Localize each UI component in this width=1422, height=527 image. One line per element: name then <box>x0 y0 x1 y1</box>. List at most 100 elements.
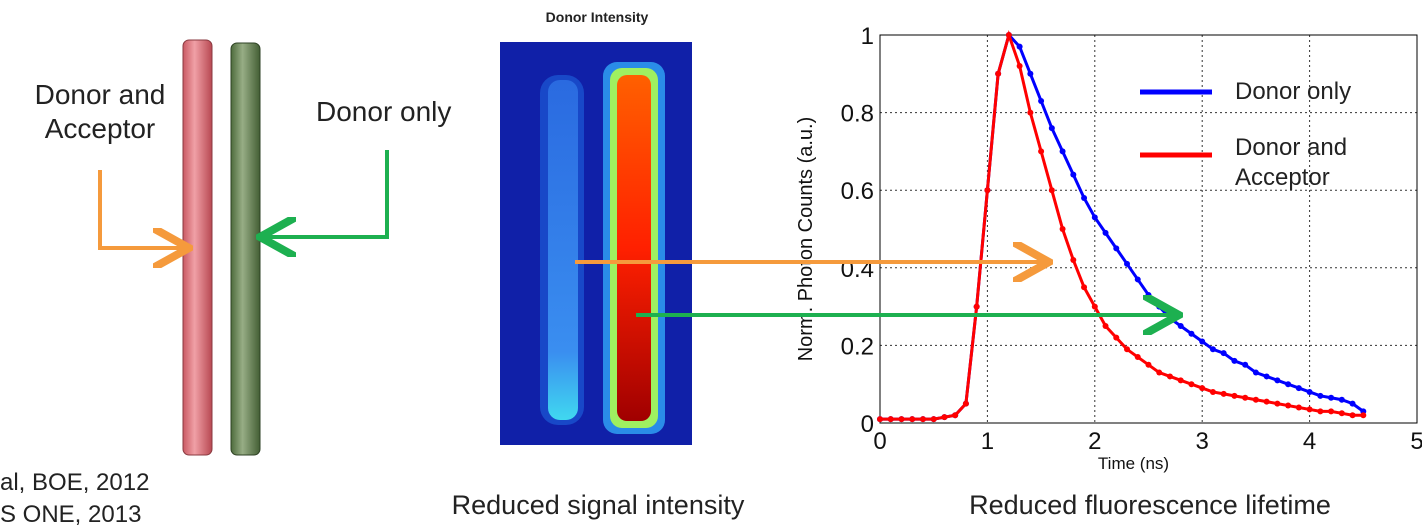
data-point <box>1070 257 1077 264</box>
data-point <box>1328 394 1335 401</box>
data-point <box>898 416 905 423</box>
chart: 0 1 2 3 4 5 0 0.2 0.4 0.6 0.8 1 Time (ns) Norm. Photo… <box>795 23 1422 473</box>
y-tick-label: 1 <box>861 23 874 50</box>
x-tick-label: 0 <box>873 428 886 455</box>
x-tick-label: 3 <box>1196 428 1209 455</box>
data-point <box>1156 369 1163 376</box>
data-point <box>1242 394 1249 401</box>
data-point <box>1166 373 1173 380</box>
data-point <box>1220 350 1227 357</box>
data-point <box>1113 245 1120 252</box>
data-point <box>1285 381 1292 388</box>
data-point <box>1242 361 1249 368</box>
data-point <box>1124 346 1131 353</box>
data-point <box>1048 125 1055 132</box>
data-point <box>962 400 969 407</box>
y-tick-label: 0.2 <box>841 333 874 360</box>
arrow <box>98 170 185 248</box>
data-point <box>1274 400 1281 407</box>
plot-frame <box>879 34 1418 424</box>
data-point <box>952 412 959 419</box>
caption: Reduced signal intensity <box>452 490 745 520</box>
data-point <box>1038 97 1045 104</box>
data-point <box>1177 323 1184 329</box>
data-point <box>1177 377 1184 384</box>
legend-label: Donor and Acceptor <box>1235 134 1348 191</box>
data-point <box>1016 63 1023 70</box>
data-point <box>930 416 937 423</box>
data-point <box>1306 406 1313 413</box>
data-point <box>1317 408 1324 415</box>
data-point <box>1156 303 1163 310</box>
data-point <box>973 303 980 310</box>
data-point <box>1295 404 1302 411</box>
data-point <box>1145 361 1152 368</box>
data-point <box>1199 385 1206 392</box>
caption: Reduced fluorescence lifetime <box>969 490 1331 520</box>
data-point <box>1081 284 1088 291</box>
citation: al, BOE, 2012 <box>0 469 149 496</box>
data-point <box>1231 357 1238 364</box>
data-point <box>877 416 883 423</box>
data-point <box>1113 334 1120 341</box>
data-point <box>1188 330 1195 337</box>
data-point <box>1295 385 1302 392</box>
x-tick-label: 2 <box>1088 428 1101 455</box>
data-point <box>1091 214 1098 221</box>
data-line <box>880 29 1364 421</box>
y-axis-label: Norm. Photon Counts (a.u.) <box>795 117 817 362</box>
overlay-arrows <box>575 262 1175 315</box>
data-point <box>1134 276 1141 283</box>
data-point <box>1306 388 1313 395</box>
data-point <box>1349 400 1356 407</box>
data-point <box>1252 369 1259 376</box>
label: Donor only <box>316 96 452 127</box>
data-point <box>1038 148 1045 155</box>
data-point <box>1124 260 1131 267</box>
data-point <box>1252 396 1259 403</box>
image-title: Donor Intensity <box>546 9 649 25</box>
data-point <box>1005 32 1012 38</box>
data-point <box>1145 291 1152 298</box>
data-point <box>1059 148 1066 155</box>
data-point <box>1285 402 1292 409</box>
arrow <box>264 150 389 237</box>
data-point <box>1070 171 1077 178</box>
citation: S ONE, 2013 <box>0 501 141 527</box>
data-point <box>1209 388 1216 395</box>
data-point <box>1048 187 1055 194</box>
data-point <box>1134 354 1141 361</box>
data-point <box>1263 398 1270 405</box>
data-point <box>1188 381 1195 388</box>
x-tick-label: 1 <box>981 428 994 455</box>
data-point <box>1274 377 1281 384</box>
legend-label: Donor only <box>1235 78 1352 105</box>
data-point <box>1317 392 1324 399</box>
donor-cylinder <box>230 42 261 456</box>
data-point <box>1349 412 1356 419</box>
y-tick-label: 0.6 <box>841 178 874 205</box>
data-point <box>1328 408 1335 415</box>
data-point <box>941 414 948 421</box>
data-point <box>1209 346 1216 353</box>
data-point <box>919 416 926 423</box>
data-point <box>1059 226 1066 232</box>
data-point <box>984 187 991 194</box>
data-point <box>1091 303 1098 310</box>
data-point <box>1016 43 1023 50</box>
y-tick-label: 0 <box>861 411 874 438</box>
y-tick-label: 0.4 <box>841 256 874 283</box>
x-tick-label: 5 <box>1410 428 1422 455</box>
data-point <box>995 70 1002 77</box>
image-region <box>617 75 651 421</box>
x-tick-label: 4 <box>1303 428 1316 455</box>
data-point <box>1360 412 1367 419</box>
data-point <box>1220 390 1227 397</box>
data-point <box>1338 410 1345 417</box>
data-point <box>1263 373 1270 380</box>
x-axis-label: Time (ns) <box>1098 454 1169 473</box>
data-point <box>1027 70 1034 77</box>
data-point <box>1081 194 1088 201</box>
